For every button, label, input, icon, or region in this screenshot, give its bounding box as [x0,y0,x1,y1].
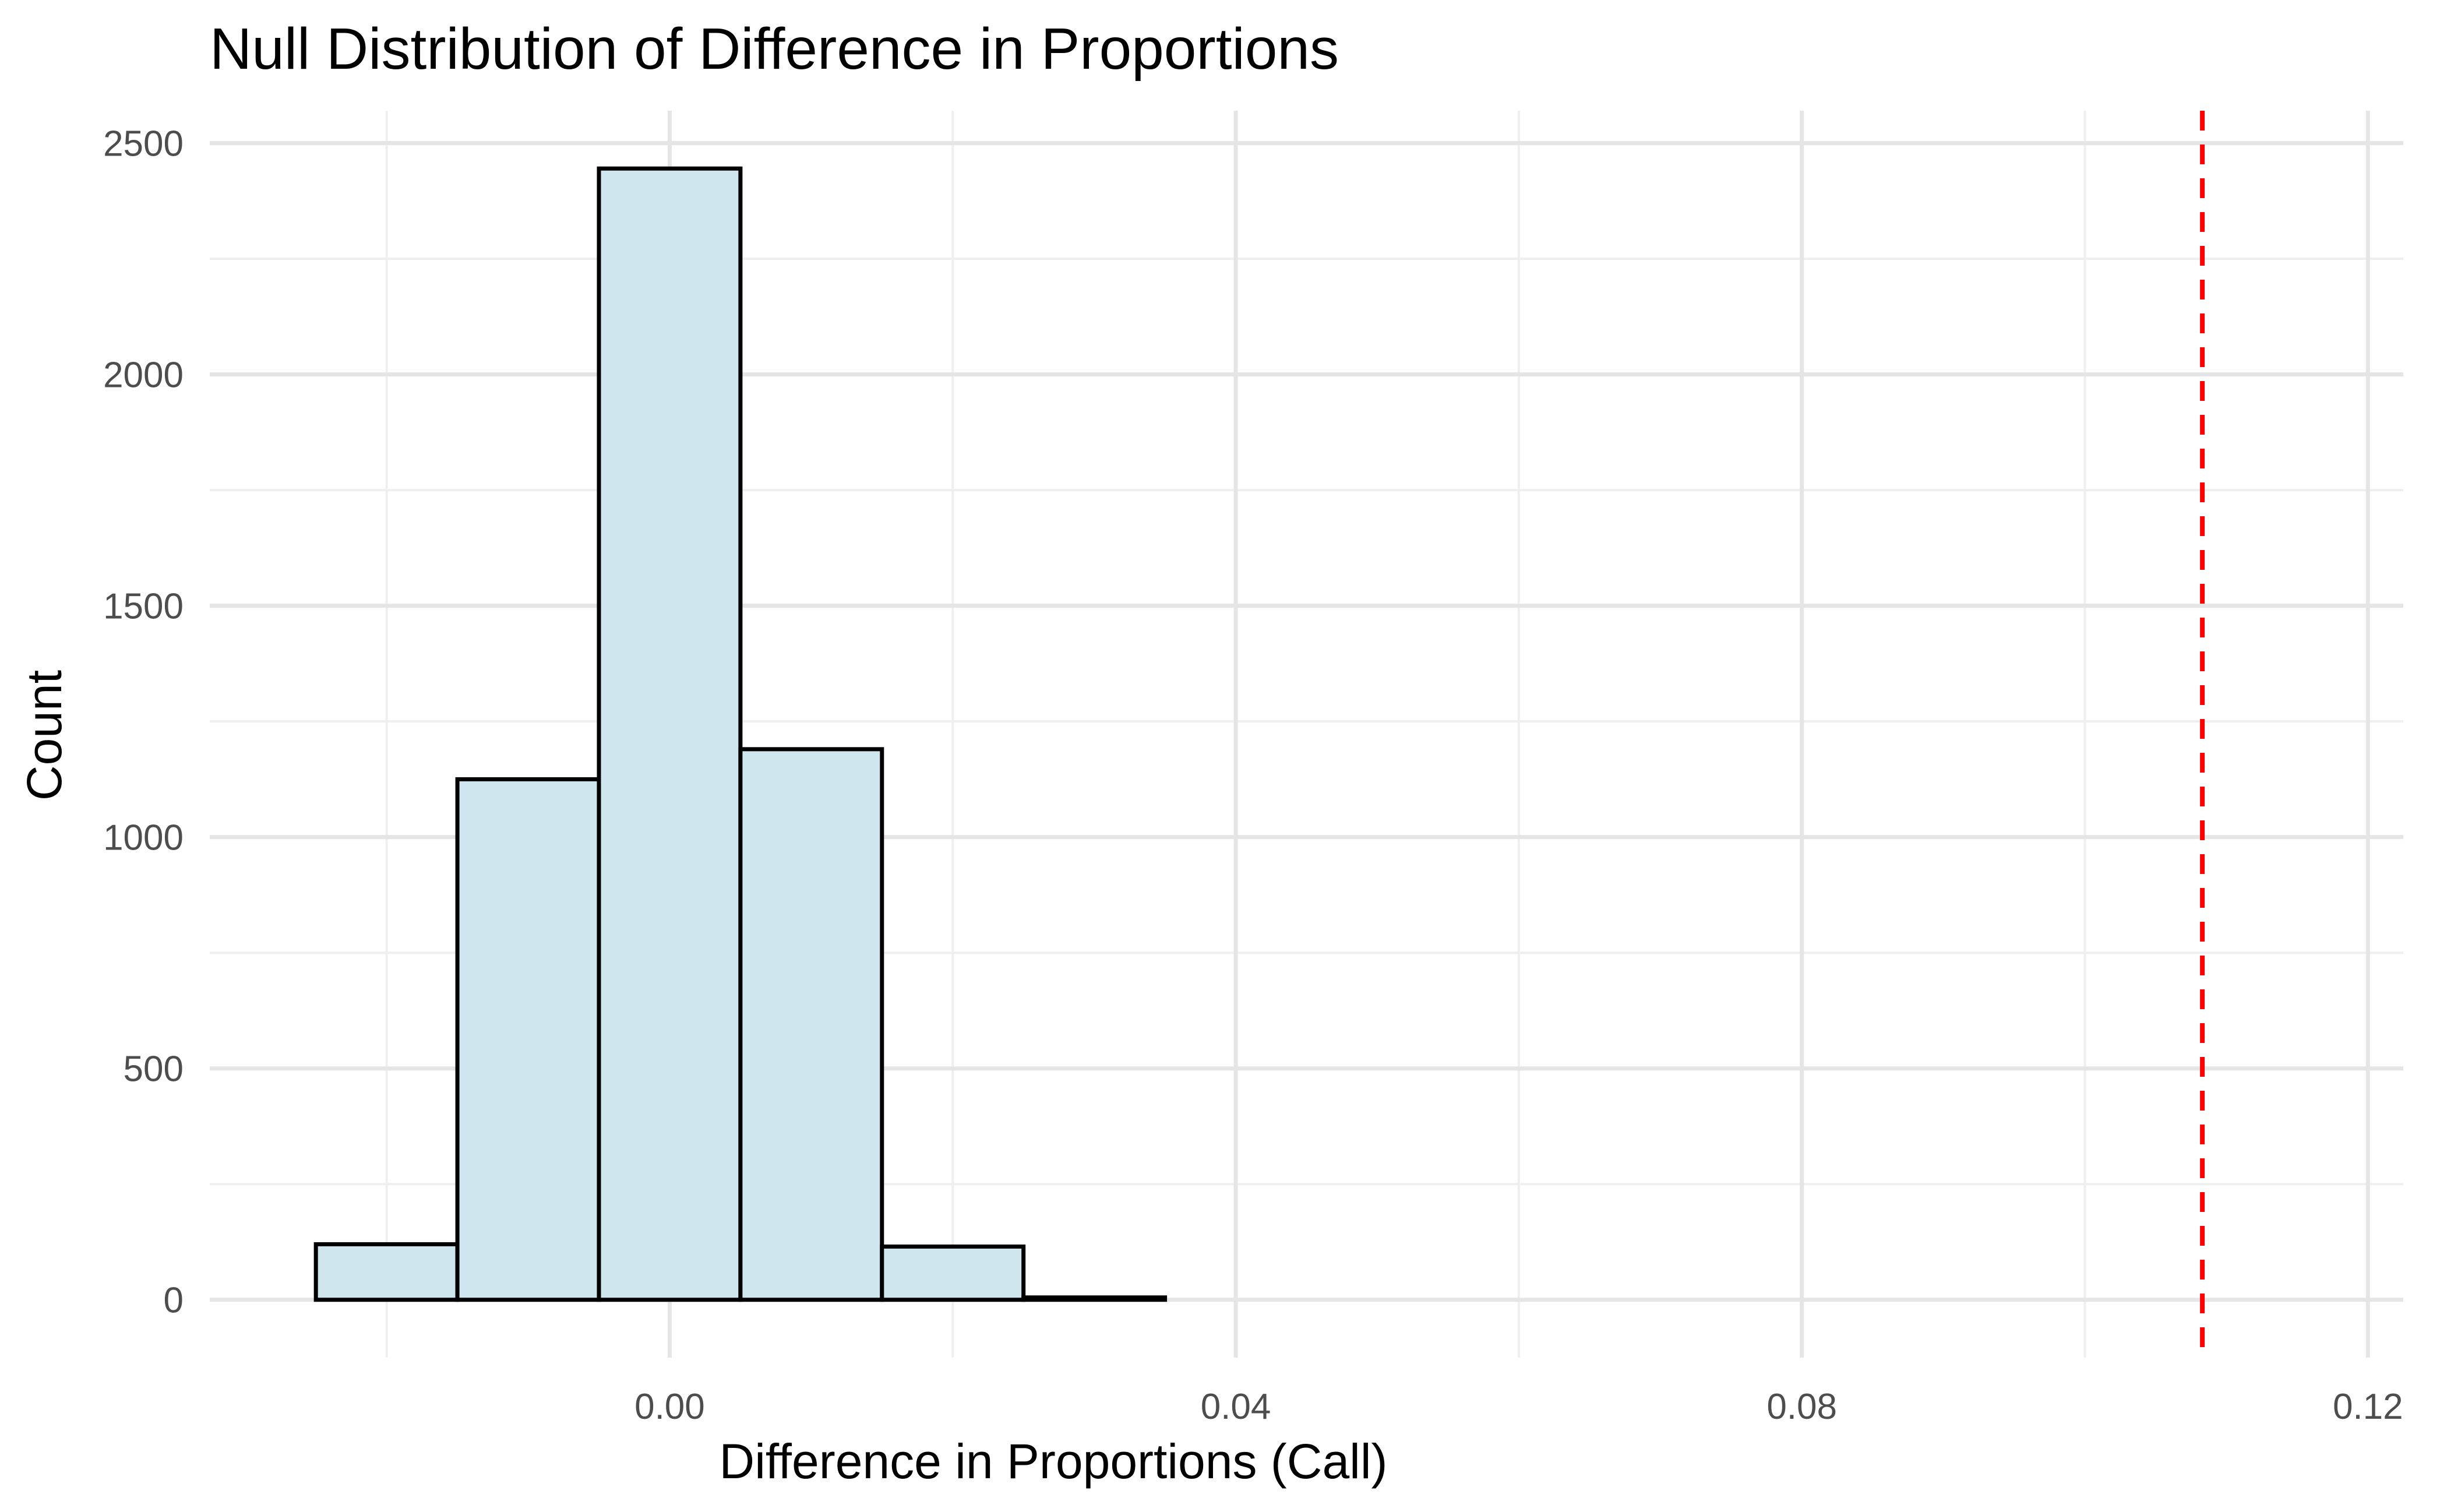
x-tick-label-3: 0.12 [2333,1387,2403,1427]
histogram-bar-5 [1021,1295,1168,1302]
y-tick-label-5: 2500 [103,124,184,164]
histogram-bars [313,166,1168,1302]
histogram-bar-1 [455,777,601,1302]
x-tick-label-0: 0.00 [634,1387,705,1427]
y-tick-label-2: 1000 [103,818,184,858]
histogram-bar-4 [880,1244,1026,1302]
histogram-bar-3 [738,747,884,1302]
x-axis-tick-labels: 0.00 0.04 0.08 0.12 [634,1387,2403,1427]
y-axis-tick-labels: 0 500 1000 1500 2000 2500 [103,124,184,1321]
x-axis-title: Difference in Proportions (Call) [720,1434,1388,1489]
y-tick-label-4: 2000 [103,355,184,396]
y-tick-label-1: 500 [124,1049,184,1090]
x-tick-label-2: 0.08 [1767,1387,1837,1427]
y-tick-label-3: 1500 [103,587,184,627]
x-tick-label-1: 0.04 [1201,1387,1271,1427]
histogram-bar-2 [597,166,743,1302]
y-tick-label-0: 0 [164,1281,184,1321]
major-gridlines [210,111,2403,1358]
y-axis-title: Count [17,670,72,801]
chart-title: Null Distribution of Difference in Propo… [210,16,1339,82]
histogram-bar-0 [313,1242,460,1302]
